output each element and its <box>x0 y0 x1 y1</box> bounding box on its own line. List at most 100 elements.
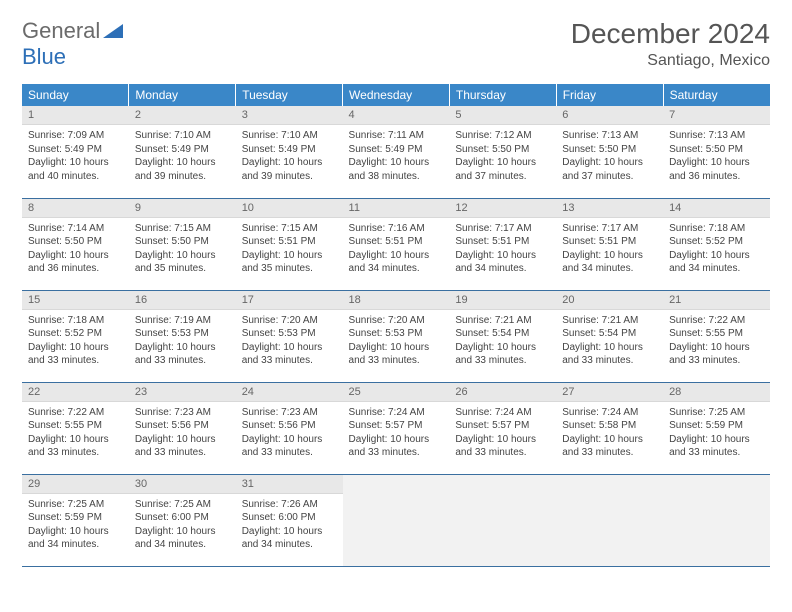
sunrise-text: Sunrise: 7:13 AM <box>562 129 657 143</box>
sunset-text: Sunset: 5:50 PM <box>562 143 657 157</box>
sunset-text: Sunset: 5:53 PM <box>349 327 444 341</box>
daylight-text: Daylight: 10 hours and 33 minutes. <box>562 341 657 368</box>
calendar-day-cell: 20Sunrise: 7:21 AMSunset: 5:54 PMDayligh… <box>556 290 663 382</box>
day-number: 8 <box>22 199 129 218</box>
day-info: Sunrise: 7:11 AMSunset: 5:49 PMDaylight:… <box>343 125 450 189</box>
day-info: Sunrise: 7:25 AMSunset: 5:59 PMDaylight:… <box>22 494 129 558</box>
sunrise-text: Sunrise: 7:12 AM <box>455 129 550 143</box>
sunset-text: Sunset: 5:50 PM <box>455 143 550 157</box>
sunset-text: Sunset: 5:56 PM <box>135 419 230 433</box>
calendar-day-cell: 25Sunrise: 7:24 AMSunset: 5:57 PMDayligh… <box>343 382 450 474</box>
sunset-text: Sunset: 5:49 PM <box>242 143 337 157</box>
sunrise-text: Sunrise: 7:18 AM <box>669 222 764 236</box>
sunrise-text: Sunrise: 7:16 AM <box>349 222 444 236</box>
day-number: 14 <box>663 199 770 218</box>
day-number: 6 <box>556 106 663 125</box>
sunset-text: Sunset: 5:59 PM <box>669 419 764 433</box>
sunrise-text: Sunrise: 7:23 AM <box>135 406 230 420</box>
day-number: 19 <box>449 291 556 310</box>
calendar-day-cell: 16Sunrise: 7:19 AMSunset: 5:53 PMDayligh… <box>129 290 236 382</box>
day-info: Sunrise: 7:21 AMSunset: 5:54 PMDaylight:… <box>556 310 663 374</box>
sunrise-text: Sunrise: 7:25 AM <box>669 406 764 420</box>
sunset-text: Sunset: 5:51 PM <box>349 235 444 249</box>
calendar-day-cell: 18Sunrise: 7:20 AMSunset: 5:53 PMDayligh… <box>343 290 450 382</box>
calendar-day-cell: 4Sunrise: 7:11 AMSunset: 5:49 PMDaylight… <box>343 106 450 198</box>
daylight-text: Daylight: 10 hours and 33 minutes. <box>28 433 123 460</box>
daylight-text: Daylight: 10 hours and 37 minutes. <box>562 156 657 183</box>
day-number: 26 <box>449 383 556 402</box>
sunrise-text: Sunrise: 7:25 AM <box>28 498 123 512</box>
sunset-text: Sunset: 5:49 PM <box>28 143 123 157</box>
calendar-day-cell <box>556 474 663 566</box>
sunset-text: Sunset: 5:50 PM <box>28 235 123 249</box>
top-bar: General Blue December 2024 Santiago, Mex… <box>22 18 770 70</box>
daylight-text: Daylight: 10 hours and 33 minutes. <box>669 433 764 460</box>
daylight-text: Daylight: 10 hours and 33 minutes. <box>349 341 444 368</box>
calendar-day-cell: 31Sunrise: 7:26 AMSunset: 6:00 PMDayligh… <box>236 474 343 566</box>
day-info: Sunrise: 7:18 AMSunset: 5:52 PMDaylight:… <box>22 310 129 374</box>
sunset-text: Sunset: 5:59 PM <box>28 511 123 525</box>
day-info: Sunrise: 7:18 AMSunset: 5:52 PMDaylight:… <box>663 218 770 282</box>
daylight-text: Daylight: 10 hours and 34 minutes. <box>455 249 550 276</box>
sunrise-text: Sunrise: 7:21 AM <box>455 314 550 328</box>
daylight-text: Daylight: 10 hours and 40 minutes. <box>28 156 123 183</box>
calendar-week-row: 29Sunrise: 7:25 AMSunset: 5:59 PMDayligh… <box>22 474 770 566</box>
daylight-text: Daylight: 10 hours and 37 minutes. <box>455 156 550 183</box>
weekday-header: Sunday <box>22 84 129 106</box>
weekday-header: Saturday <box>663 84 770 106</box>
day-info: Sunrise: 7:24 AMSunset: 5:58 PMDaylight:… <box>556 402 663 466</box>
day-number: 10 <box>236 199 343 218</box>
sunrise-text: Sunrise: 7:24 AM <box>455 406 550 420</box>
sunrise-text: Sunrise: 7:15 AM <box>135 222 230 236</box>
day-number: 24 <box>236 383 343 402</box>
day-number: 12 <box>449 199 556 218</box>
daylight-text: Daylight: 10 hours and 33 minutes. <box>455 433 550 460</box>
sunrise-text: Sunrise: 7:18 AM <box>28 314 123 328</box>
day-number: 27 <box>556 383 663 402</box>
sunrise-text: Sunrise: 7:13 AM <box>669 129 764 143</box>
daylight-text: Daylight: 10 hours and 34 minutes. <box>669 249 764 276</box>
day-info: Sunrise: 7:15 AMSunset: 5:51 PMDaylight:… <box>236 218 343 282</box>
logo-text: General Blue <box>22 18 123 70</box>
day-info: Sunrise: 7:24 AMSunset: 5:57 PMDaylight:… <box>449 402 556 466</box>
calendar-page: General Blue December 2024 Santiago, Mex… <box>0 0 792 585</box>
calendar-day-cell <box>663 474 770 566</box>
sunset-text: Sunset: 5:53 PM <box>135 327 230 341</box>
calendar-day-cell <box>449 474 556 566</box>
daylight-text: Daylight: 10 hours and 33 minutes. <box>28 341 123 368</box>
weekday-header: Tuesday <box>236 84 343 106</box>
day-info: Sunrise: 7:15 AMSunset: 5:50 PMDaylight:… <box>129 218 236 282</box>
calendar-day-cell: 3Sunrise: 7:10 AMSunset: 5:49 PMDaylight… <box>236 106 343 198</box>
sunset-text: Sunset: 5:52 PM <box>28 327 123 341</box>
calendar-week-row: 1Sunrise: 7:09 AMSunset: 5:49 PMDaylight… <box>22 106 770 198</box>
calendar-day-cell: 11Sunrise: 7:16 AMSunset: 5:51 PMDayligh… <box>343 198 450 290</box>
sunset-text: Sunset: 5:51 PM <box>562 235 657 249</box>
day-number: 21 <box>663 291 770 310</box>
sunrise-text: Sunrise: 7:11 AM <box>349 129 444 143</box>
calendar-day-cell: 29Sunrise: 7:25 AMSunset: 5:59 PMDayligh… <box>22 474 129 566</box>
calendar-day-cell: 21Sunrise: 7:22 AMSunset: 5:55 PMDayligh… <box>663 290 770 382</box>
day-info: Sunrise: 7:25 AMSunset: 5:59 PMDaylight:… <box>663 402 770 466</box>
calendar-day-cell: 15Sunrise: 7:18 AMSunset: 5:52 PMDayligh… <box>22 290 129 382</box>
sunset-text: Sunset: 5:53 PM <box>242 327 337 341</box>
calendar-day-cell: 9Sunrise: 7:15 AMSunset: 5:50 PMDaylight… <box>129 198 236 290</box>
day-info: Sunrise: 7:20 AMSunset: 5:53 PMDaylight:… <box>236 310 343 374</box>
daylight-text: Daylight: 10 hours and 33 minutes. <box>669 341 764 368</box>
sunset-text: Sunset: 5:49 PM <box>349 143 444 157</box>
day-info: Sunrise: 7:14 AMSunset: 5:50 PMDaylight:… <box>22 218 129 282</box>
day-info: Sunrise: 7:17 AMSunset: 5:51 PMDaylight:… <box>449 218 556 282</box>
day-info: Sunrise: 7:10 AMSunset: 5:49 PMDaylight:… <box>129 125 236 189</box>
day-info: Sunrise: 7:20 AMSunset: 5:53 PMDaylight:… <box>343 310 450 374</box>
sunrise-text: Sunrise: 7:17 AM <box>562 222 657 236</box>
day-info: Sunrise: 7:23 AMSunset: 5:56 PMDaylight:… <box>236 402 343 466</box>
day-info: Sunrise: 7:17 AMSunset: 5:51 PMDaylight:… <box>556 218 663 282</box>
calendar-day-cell: 17Sunrise: 7:20 AMSunset: 5:53 PMDayligh… <box>236 290 343 382</box>
calendar-day-cell: 1Sunrise: 7:09 AMSunset: 5:49 PMDaylight… <box>22 106 129 198</box>
logo-triangle-icon <box>103 24 123 38</box>
weekday-header: Friday <box>556 84 663 106</box>
daylight-text: Daylight: 10 hours and 36 minutes. <box>28 249 123 276</box>
calendar-day-cell: 14Sunrise: 7:18 AMSunset: 5:52 PMDayligh… <box>663 198 770 290</box>
month-title: December 2024 <box>571 18 770 50</box>
sunrise-text: Sunrise: 7:17 AM <box>455 222 550 236</box>
sunset-text: Sunset: 5:51 PM <box>242 235 337 249</box>
